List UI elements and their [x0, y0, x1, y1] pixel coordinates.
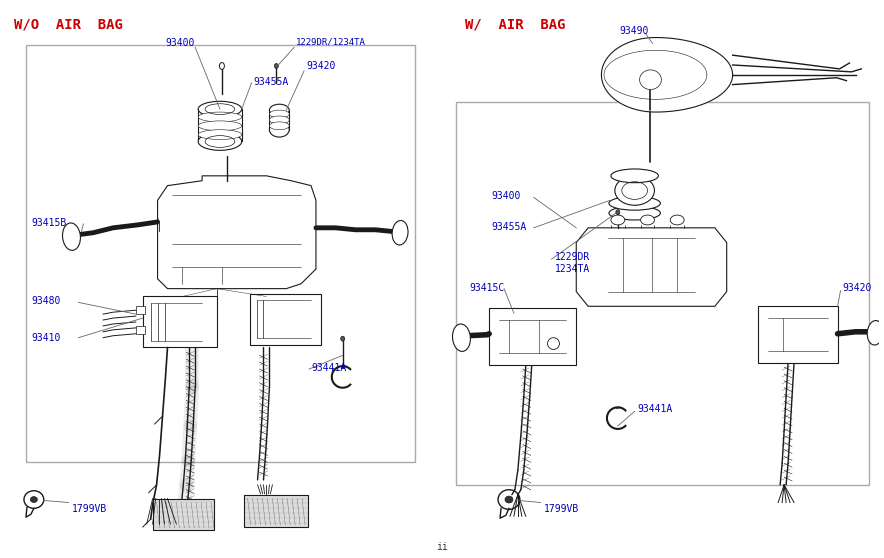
Bar: [270, 110, 289, 129]
Bar: [142, 296, 217, 348]
Ellipse shape: [198, 133, 241, 150]
Text: ii: ii: [436, 542, 447, 552]
Bar: [26, 45, 415, 462]
Ellipse shape: [867, 320, 883, 345]
Bar: [455, 102, 869, 485]
Ellipse shape: [670, 215, 684, 225]
Ellipse shape: [270, 110, 289, 118]
Ellipse shape: [609, 196, 660, 210]
Text: 1229DR: 1229DR: [554, 252, 590, 262]
Text: 1229DR/1234TA: 1229DR/1234TA: [296, 37, 366, 46]
Text: 93455A: 93455A: [492, 222, 526, 232]
Ellipse shape: [63, 223, 80, 251]
Ellipse shape: [640, 70, 661, 89]
Text: 93455A: 93455A: [254, 77, 289, 86]
Text: 93441A: 93441A: [311, 363, 347, 373]
Text: W/  AIR  BAG: W/ AIR BAG: [465, 18, 566, 32]
Text: 93415C: 93415C: [469, 283, 505, 293]
Text: 93400: 93400: [165, 37, 194, 47]
Text: 93410: 93410: [31, 333, 60, 343]
PathPatch shape: [157, 176, 316, 288]
Text: 93420: 93420: [842, 283, 872, 293]
Ellipse shape: [609, 206, 660, 220]
Ellipse shape: [198, 121, 241, 131]
Ellipse shape: [392, 220, 408, 245]
Ellipse shape: [453, 324, 470, 352]
Ellipse shape: [611, 215, 625, 225]
Ellipse shape: [274, 64, 278, 69]
Text: 1234TA: 1234TA: [554, 264, 590, 274]
Bar: [153, 498, 214, 530]
Bar: [136, 326, 145, 334]
Text: 93400: 93400: [492, 190, 521, 200]
Ellipse shape: [340, 336, 345, 341]
Ellipse shape: [30, 497, 37, 503]
Ellipse shape: [641, 215, 654, 225]
Text: 93441A: 93441A: [637, 405, 673, 415]
Ellipse shape: [611, 169, 659, 182]
PathPatch shape: [576, 228, 727, 306]
Ellipse shape: [219, 62, 225, 69]
Polygon shape: [601, 37, 733, 112]
Ellipse shape: [198, 112, 241, 122]
Ellipse shape: [198, 102, 241, 117]
Ellipse shape: [616, 210, 620, 215]
Ellipse shape: [270, 122, 289, 129]
Text: 93480: 93480: [31, 296, 60, 306]
Text: 93415B: 93415B: [31, 218, 66, 228]
Ellipse shape: [270, 116, 289, 124]
Ellipse shape: [615, 176, 654, 205]
Text: 93490: 93490: [620, 26, 649, 36]
Text: W/O  AIR  BAG: W/O AIR BAG: [14, 18, 123, 32]
Text: 1799VB: 1799VB: [72, 504, 107, 514]
Bar: [489, 308, 576, 365]
Text: 93420: 93420: [306, 61, 335, 71]
Bar: [758, 306, 837, 363]
Bar: [244, 494, 308, 527]
Bar: [198, 109, 241, 142]
Ellipse shape: [270, 104, 289, 116]
Ellipse shape: [270, 122, 289, 137]
Text: 1799VB: 1799VB: [544, 504, 579, 514]
Ellipse shape: [198, 129, 241, 140]
Ellipse shape: [505, 496, 513, 503]
Bar: [136, 306, 145, 314]
Bar: [249, 294, 321, 344]
